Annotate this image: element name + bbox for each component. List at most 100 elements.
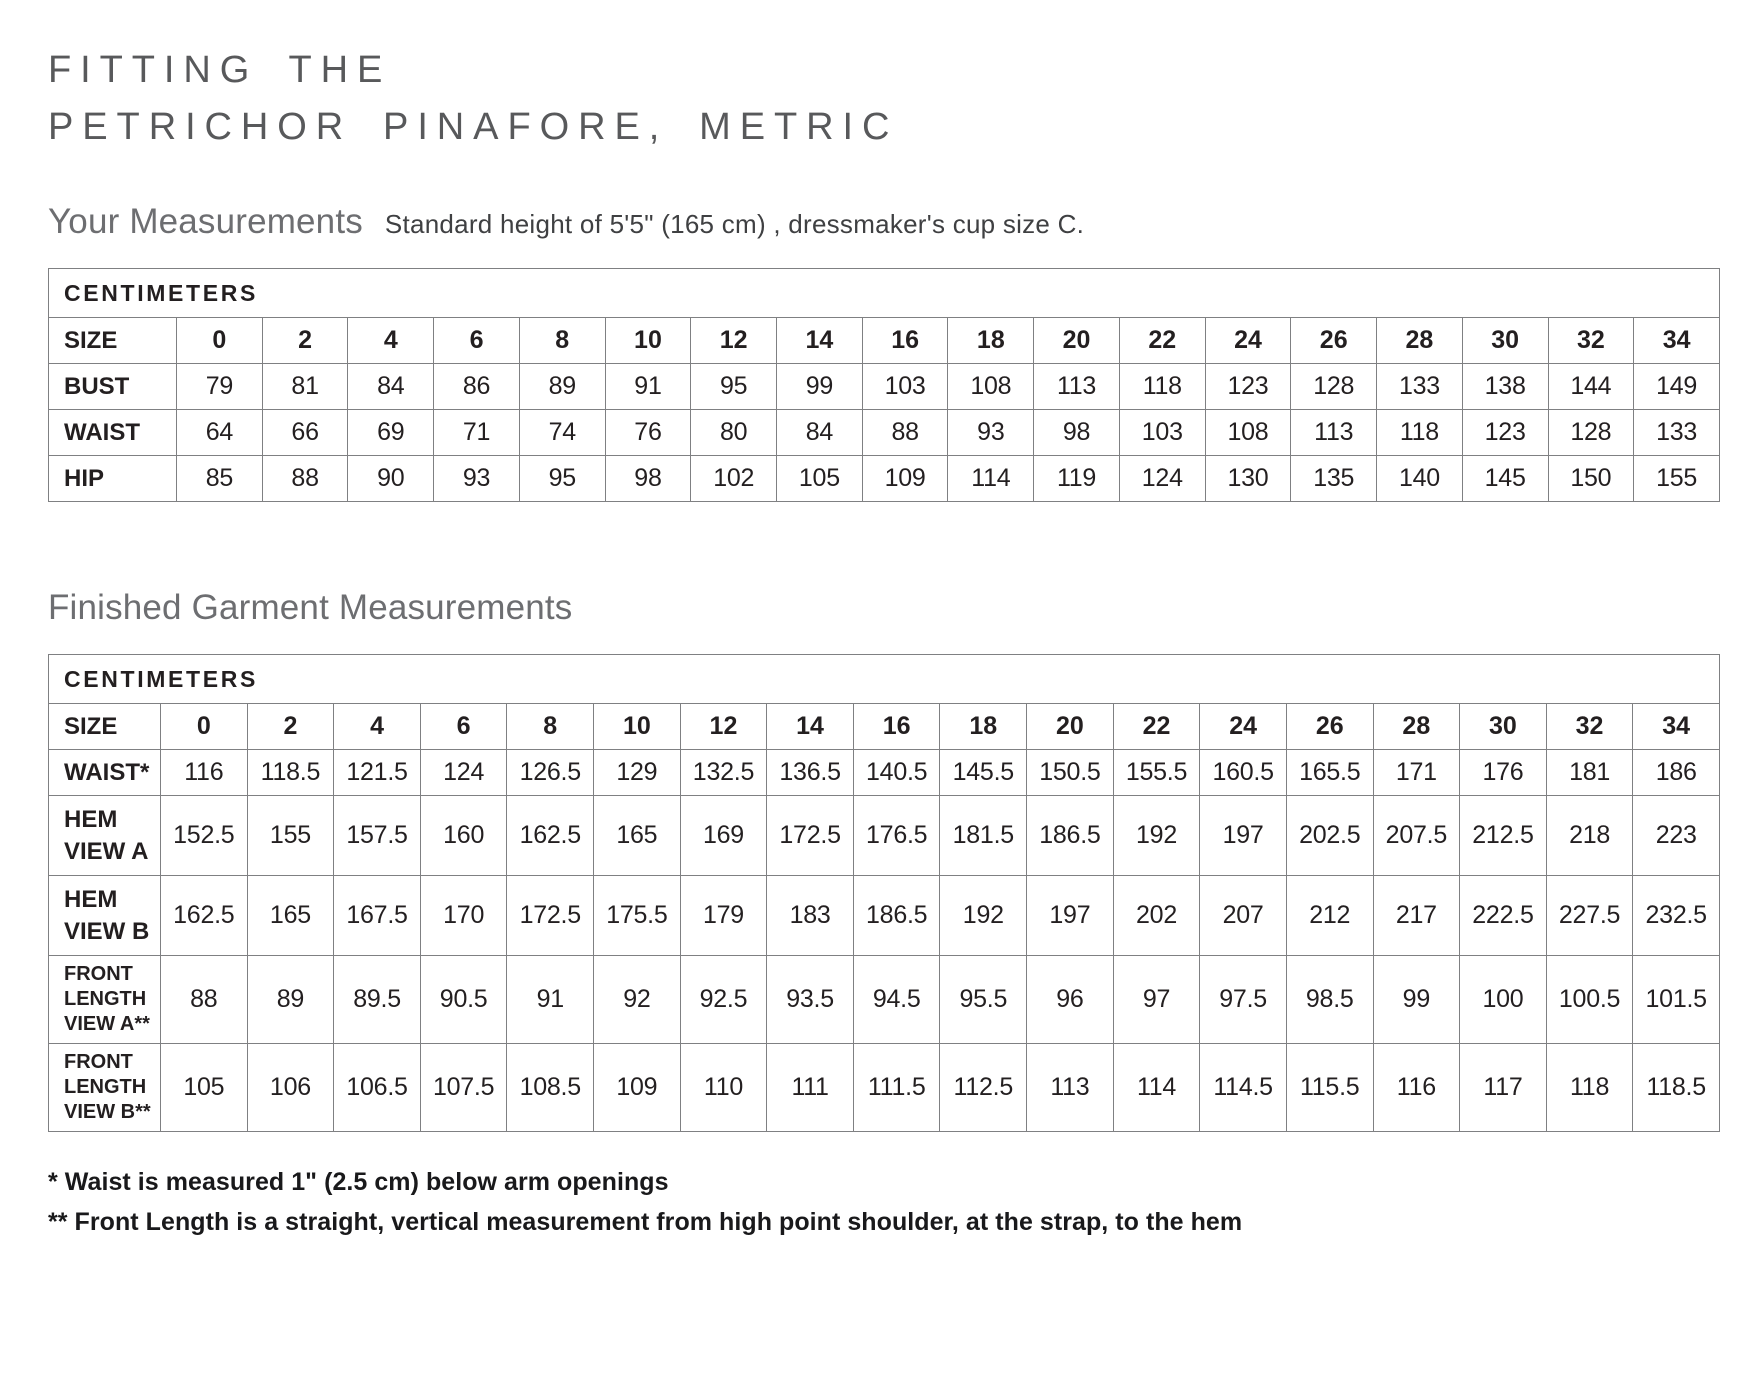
measurement-cell: 183 <box>766 875 854 956</box>
size-row-label: SIZE <box>48 317 177 364</box>
measurement-cell: 170 <box>419 875 508 956</box>
measurement-cell: 160 <box>419 795 508 876</box>
measurement-cell: 93 <box>947 409 1035 456</box>
measurement-cell: 114.5 <box>1199 1043 1287 1132</box>
table-row: HEM VIEW A 152.5 155 157.5 160 162.5 165 169 172.… <box>48 795 1720 876</box>
measurement-cell: 165.5 <box>1285 749 1374 796</box>
measurement-cell: 88 <box>261 455 349 502</box>
measurement-cell: 64 <box>176 409 263 456</box>
measurement-cell: 140 <box>1376 455 1463 502</box>
measurement-cell: 108 <box>947 363 1035 410</box>
measurement-cell: 121.5 <box>333 749 421 796</box>
measurement-cell: 192 <box>1112 795 1201 876</box>
measurement-cell: 157.5 <box>333 795 421 876</box>
measurement-cell: 123 <box>1461 409 1549 456</box>
measurement-cell: 90 <box>347 455 435 502</box>
measurement-cell: 128 <box>1290 363 1378 410</box>
measurement-cell: 113 <box>1026 1043 1114 1132</box>
your-measurements-heading: Your Measurements <box>48 202 363 241</box>
table-row: HIP 85 88 90 93 95 98 102 105 109 114 119 124 130 135 1… <box>48 455 1720 502</box>
measurement-cell: 132.5 <box>679 749 768 796</box>
measurement-cell: 99 <box>776 363 863 410</box>
measurement-cell: 66 <box>261 409 349 456</box>
measurement-cell: 212.5 <box>1459 795 1547 876</box>
table-row: BUST 79 81 84 86 89 91 95 99 103 108 113 118 123 128 13… <box>48 363 1720 410</box>
size-header: 4 <box>333 703 421 750</box>
size-header: 22 <box>1118 317 1206 364</box>
measurement-cell: 114 <box>947 455 1035 502</box>
size-header: 10 <box>593 703 681 750</box>
measurement-cell: 176.5 <box>852 795 941 876</box>
size-header: 12 <box>679 703 768 750</box>
measurement-cell: 145.5 <box>939 749 1028 796</box>
measurement-cell: 186 <box>1632 749 1720 796</box>
size-header: 30 <box>1459 703 1547 750</box>
size-header: 6 <box>433 317 520 364</box>
size-header-row: SIZE 0 2 4 6 8 10 12 14 16 18 20 22 24 26 28 30 32 34 <box>48 317 1720 364</box>
measurement-cell: 160.5 <box>1199 749 1287 796</box>
measurement-cell: 150.5 <box>1026 749 1114 796</box>
measurement-cell: 179 <box>679 875 768 956</box>
measurement-cell: 119 <box>1033 455 1120 502</box>
measurement-cell: 81 <box>261 363 349 410</box>
row-label: FRONT LENGTH VIEW B** <box>48 1043 161 1132</box>
size-row-label: SIZE <box>48 703 161 750</box>
measurement-cell: 155 <box>1633 455 1720 502</box>
measurement-cell: 85 <box>176 455 263 502</box>
size-table: CENTIMETERS SIZE 0 2 4 6 8 10 12 14 16 18 20 22 24 26 28… <box>48 268 1720 502</box>
size-header: 22 <box>1112 703 1201 750</box>
measurement-cell: 95 <box>518 455 606 502</box>
measurement-cell: 149 <box>1633 363 1720 410</box>
row-label: HEM VIEW B <box>48 875 161 956</box>
table-row: HEM VIEW B 162.5 165 167.5 170 172.5 175.5 179 18… <box>48 875 1720 956</box>
size-header: 30 <box>1461 317 1549 364</box>
table-row: FRONT LENGTH VIEW A** 88 89 89.5 90.5 91 92 92.5 9… <box>48 955 1720 1044</box>
measurement-cell: 94.5 <box>852 955 941 1044</box>
measurement-cell: 172.5 <box>506 875 595 956</box>
measurement-cell: 135 <box>1290 455 1378 502</box>
size-header: 0 <box>176 317 263 364</box>
size-header: 2 <box>246 703 335 750</box>
size-header: 20 <box>1033 317 1120 364</box>
measurement-cell: 115.5 <box>1285 1043 1374 1132</box>
measurement-cell: 103 <box>1118 409 1206 456</box>
row-label: BUST <box>48 363 177 410</box>
size-header: 32 <box>1547 317 1635 364</box>
measurement-cell: 118.5 <box>246 749 335 796</box>
measurement-note: Standard height of 5'5" (165 cm) , dress… <box>384 209 1085 239</box>
measurement-cell: 111.5 <box>852 1043 941 1132</box>
size-header: 2 <box>261 317 349 364</box>
measurement-cell: 217 <box>1372 875 1461 956</box>
measurement-cell: 138 <box>1461 363 1549 410</box>
measurement-cell: 91 <box>604 363 692 410</box>
measurement-cell: 175.5 <box>593 875 681 956</box>
measurement-cell: 106.5 <box>333 1043 421 1132</box>
measurement-cell: 102 <box>690 455 778 502</box>
measurement-cell: 212 <box>1285 875 1374 956</box>
measurement-cell: 162.5 <box>506 795 595 876</box>
table-row: WAIST* 116 118.5 121.5 124 126.5 129 132.5 136.5… <box>48 749 1720 796</box>
unit-row: CENTIMETERS <box>48 268 1720 318</box>
measurement-cell: 162.5 <box>160 875 248 956</box>
size-header: 14 <box>766 703 854 750</box>
measurement-cell: 69 <box>347 409 435 456</box>
finished-garment-heading: Finished Garment Measurements <box>48 588 573 627</box>
measurement-cell: 109 <box>861 455 949 502</box>
measurement-cell: 79 <box>176 363 263 410</box>
row-label: WAIST <box>48 409 177 456</box>
measurement-cell: 181 <box>1545 749 1634 796</box>
size-header: 0 <box>160 703 248 750</box>
measurement-cell: 197 <box>1199 795 1287 876</box>
measurement-cell: 165 <box>246 875 335 956</box>
measurement-cell: 181.5 <box>939 795 1028 876</box>
measurement-cell: 101.5 <box>1632 955 1720 1044</box>
measurement-cell: 91 <box>506 955 595 1044</box>
measurement-cell: 105 <box>776 455 863 502</box>
measurement-cell: 114 <box>1112 1043 1201 1132</box>
measurement-cell: 116 <box>1372 1043 1461 1132</box>
measurement-cell: 130 <box>1204 455 1292 502</box>
size-header: 26 <box>1285 703 1374 750</box>
size-header-row: SIZE 0 2 4 6 8 10 12 14 16 18 20 22 24 26 28 30 32 34 <box>48 703 1720 750</box>
size-header: 14 <box>776 317 863 364</box>
measurement-cell: 98 <box>604 455 692 502</box>
